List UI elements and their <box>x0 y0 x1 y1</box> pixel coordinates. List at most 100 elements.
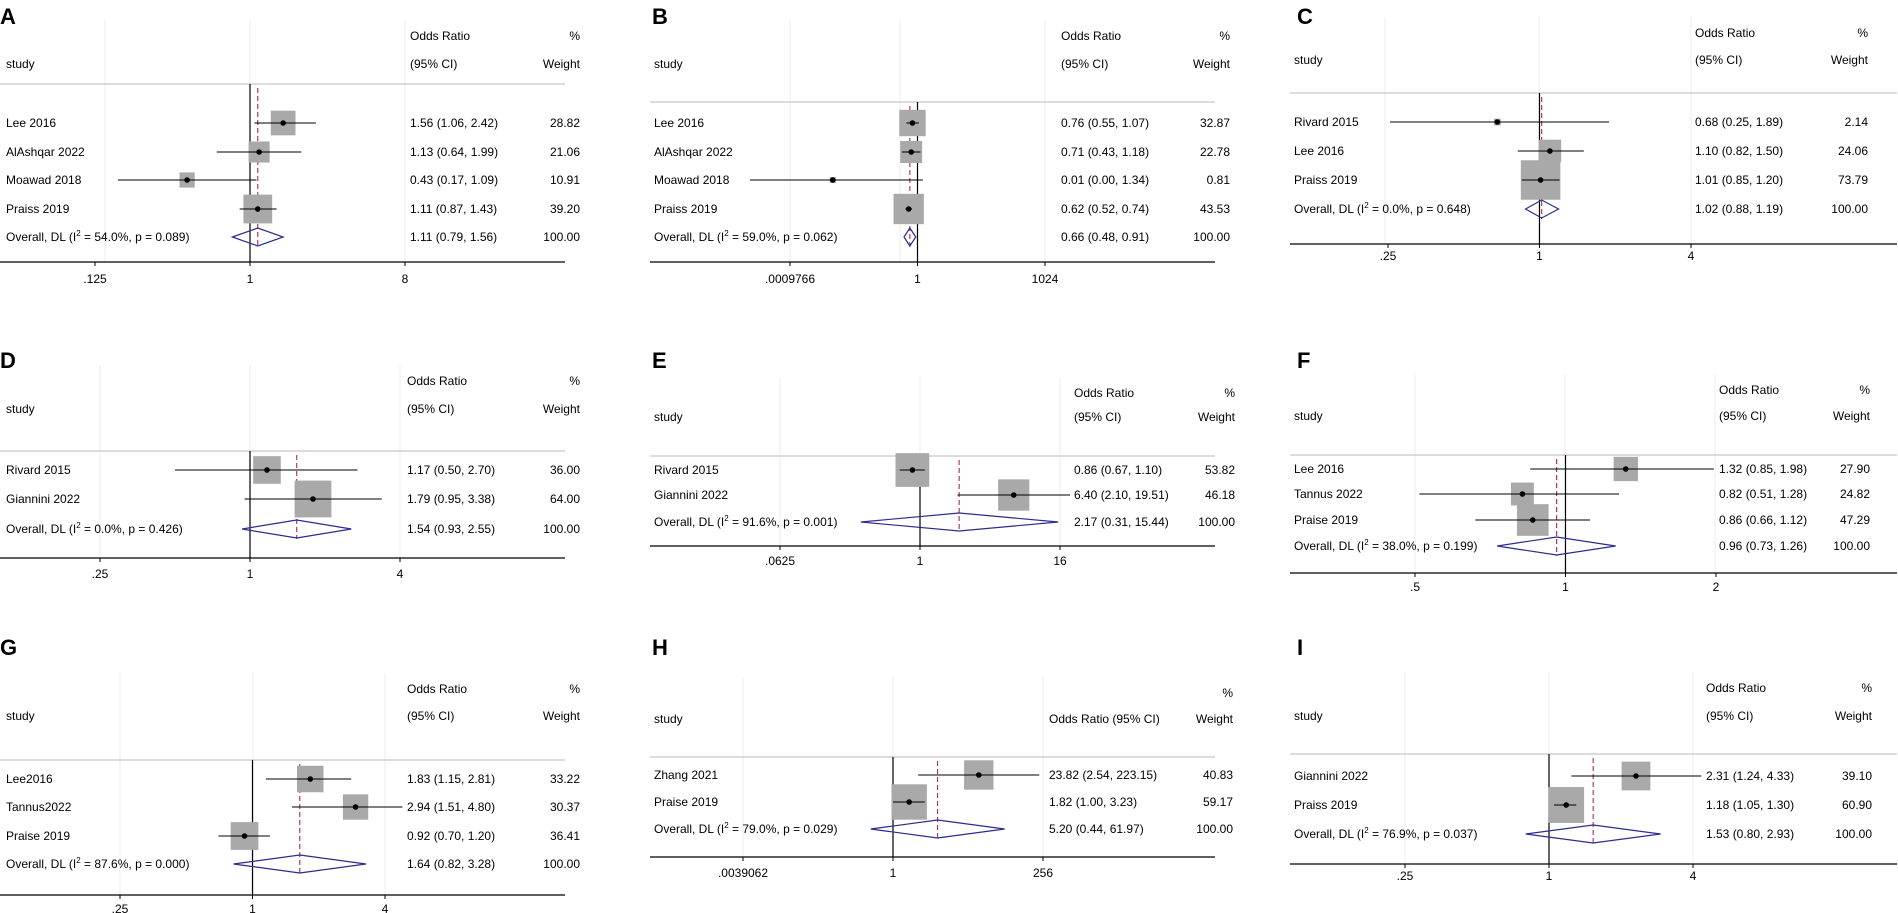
overall-diamond <box>1524 199 1560 219</box>
study-or-ci: 1.17 (0.50, 2.70) <box>407 463 495 477</box>
axis-tick-label: .25 <box>112 902 129 913</box>
overall-label-suffix: = 59.0%, p = 0.062) <box>729 230 838 244</box>
overall-diamond <box>230 227 285 247</box>
point-estimate <box>1547 148 1553 154</box>
study-weight: 40.83 <box>1203 768 1233 782</box>
overall-label-prefix: Overall, DL (I <box>1294 539 1364 553</box>
overall-or-ci: 1.53 (0.80, 2.93) <box>1706 827 1794 841</box>
point-estimate <box>909 467 916 473</box>
study-label: Praise 2019 <box>654 795 718 809</box>
study-weight: 36.00 <box>550 463 580 477</box>
study-label: Praiss 2019 <box>1294 798 1358 812</box>
study-label: Praiss 2019 <box>654 202 718 216</box>
study-or-ci: 0.43 (0.17, 1.09) <box>410 173 498 187</box>
point-estimate <box>1529 517 1536 523</box>
study-or-ci: 1.56 (1.06, 2.42) <box>410 116 498 130</box>
study-weight: 10.91 <box>550 173 580 187</box>
ci-header: (95% CI) <box>410 57 457 71</box>
overall-or-ci: 1.02 (0.88, 1.19) <box>1695 202 1783 216</box>
odds-ratio-header: Odds Ratio <box>407 682 467 696</box>
study-or-ci: 23.82 (2.54, 223.15) <box>1049 768 1157 782</box>
overall-label-prefix: Overall, DL (I <box>1294 827 1364 841</box>
study-or-ci: 1.01 (0.85, 1.20) <box>1695 173 1783 187</box>
study-or-ci: 0.68 (0.25, 1.89) <box>1695 115 1783 129</box>
axis-tick-label: 1 <box>1546 869 1553 883</box>
point-estimate <box>184 177 190 183</box>
odds-ratio-header: Odds Ratio <box>1061 29 1121 43</box>
weight-header: Weight <box>1835 709 1873 723</box>
weight-percent-header: % <box>1222 686 1233 700</box>
overall-weight: 100.00 <box>1193 230 1230 244</box>
axis-tick-label: 4 <box>1688 249 1695 263</box>
weight-percent-header: % <box>569 682 580 696</box>
study-column-header: study <box>1294 409 1323 423</box>
axis-tick-label: 1 <box>1536 249 1543 263</box>
study-weight: 30.37 <box>550 800 580 814</box>
study-column-header: study <box>6 709 35 723</box>
point-estimate <box>1563 802 1569 808</box>
panel-letter: B <box>652 4 668 29</box>
weight-percent-header: % <box>1859 383 1870 397</box>
overall-weight: 100.00 <box>1833 539 1870 553</box>
point-estimate <box>1622 466 1629 472</box>
overall-weight: 100.00 <box>1835 827 1872 841</box>
weight-header: Weight <box>1831 53 1869 67</box>
study-weight: 43.53 <box>1200 202 1230 216</box>
study-label: Giannini 2022 <box>6 492 80 506</box>
study-or-ci: 0.76 (0.55, 1.07) <box>1061 116 1149 130</box>
overall-label-superscript: 2 <box>724 821 729 830</box>
axis-tick-label: 1 <box>247 272 254 286</box>
point-estimate <box>256 149 262 155</box>
ci-header: (95% CI) <box>1719 409 1766 423</box>
study-or-ci: 2.94 (1.51, 4.80) <box>407 800 495 814</box>
overall-label-prefix: Overall, DL (I <box>654 822 724 836</box>
panel-letter: D <box>0 348 16 373</box>
study-label: Moawad 2018 <box>654 173 730 187</box>
study-weight: 46.18 <box>1205 488 1235 502</box>
overall-label-prefix: Overall, DL (I <box>6 230 76 244</box>
overall-label-superscript: 2 <box>1364 538 1369 547</box>
point-estimate <box>280 120 286 126</box>
weight-header: Weight <box>1833 409 1871 423</box>
panel-letter: H <box>652 635 668 660</box>
overall-label: Overall, DL (I2 = 54.0%, p = 0.089) <box>6 229 189 244</box>
overall-label: Overall, DL (I2 = 87.6%, p = 0.000) <box>6 856 189 871</box>
overall-label-superscript: 2 <box>724 229 729 238</box>
study-or-ci: 0.62 (0.52, 0.74) <box>1061 202 1149 216</box>
study-weight: 39.10 <box>1842 769 1872 783</box>
axis-tick-label: 1 <box>247 567 254 581</box>
study-label: Praise 2019 <box>6 829 70 843</box>
panel-letter: I <box>1297 635 1303 660</box>
ci-header: (95% CI) <box>1695 53 1742 67</box>
overall-label: Overall, DL (I2 = 76.9%, p = 0.037) <box>1294 826 1477 841</box>
study-label: Lee 2016 <box>1294 144 1344 158</box>
study-weight: 28.82 <box>550 116 580 130</box>
study-weight: 59.17 <box>1203 795 1233 809</box>
ci-header: (95% CI) <box>1061 57 1108 71</box>
axis-tick-label: .25 <box>1380 249 1397 263</box>
axis-tick-label: 1 <box>914 272 921 286</box>
overall-label-superscript: 2 <box>1364 826 1369 835</box>
point-estimate <box>1633 773 1639 779</box>
study-label: Rivard 2015 <box>6 463 71 477</box>
study-column-header: study <box>1294 53 1323 67</box>
overall-label: Overall, DL (I2 = 38.0%, p = 0.199) <box>1294 538 1477 553</box>
study-label: Lee 2016 <box>6 116 56 130</box>
point-estimate <box>1537 177 1544 183</box>
study-label: Praiss 2019 <box>1294 173 1358 187</box>
study-or-ci: 1.79 (0.95, 3.38) <box>407 492 495 506</box>
overall-label-prefix: Overall, DL (I <box>1294 202 1364 216</box>
overall-label-superscript: 2 <box>76 229 81 238</box>
panel-letter: C <box>1297 4 1313 29</box>
odds-ratio-header: Odds Ratio <box>1695 26 1755 40</box>
overall-or-ci: 1.11 (0.79, 1.56) <box>410 230 497 244</box>
study-column-header: study <box>1294 709 1323 723</box>
overall-weight: 100.00 <box>1196 822 1233 836</box>
study-column-header: study <box>654 410 683 424</box>
overall-or-ci: 1.54 (0.93, 2.55) <box>407 522 495 536</box>
axis-tick-label: .25 <box>92 567 109 581</box>
